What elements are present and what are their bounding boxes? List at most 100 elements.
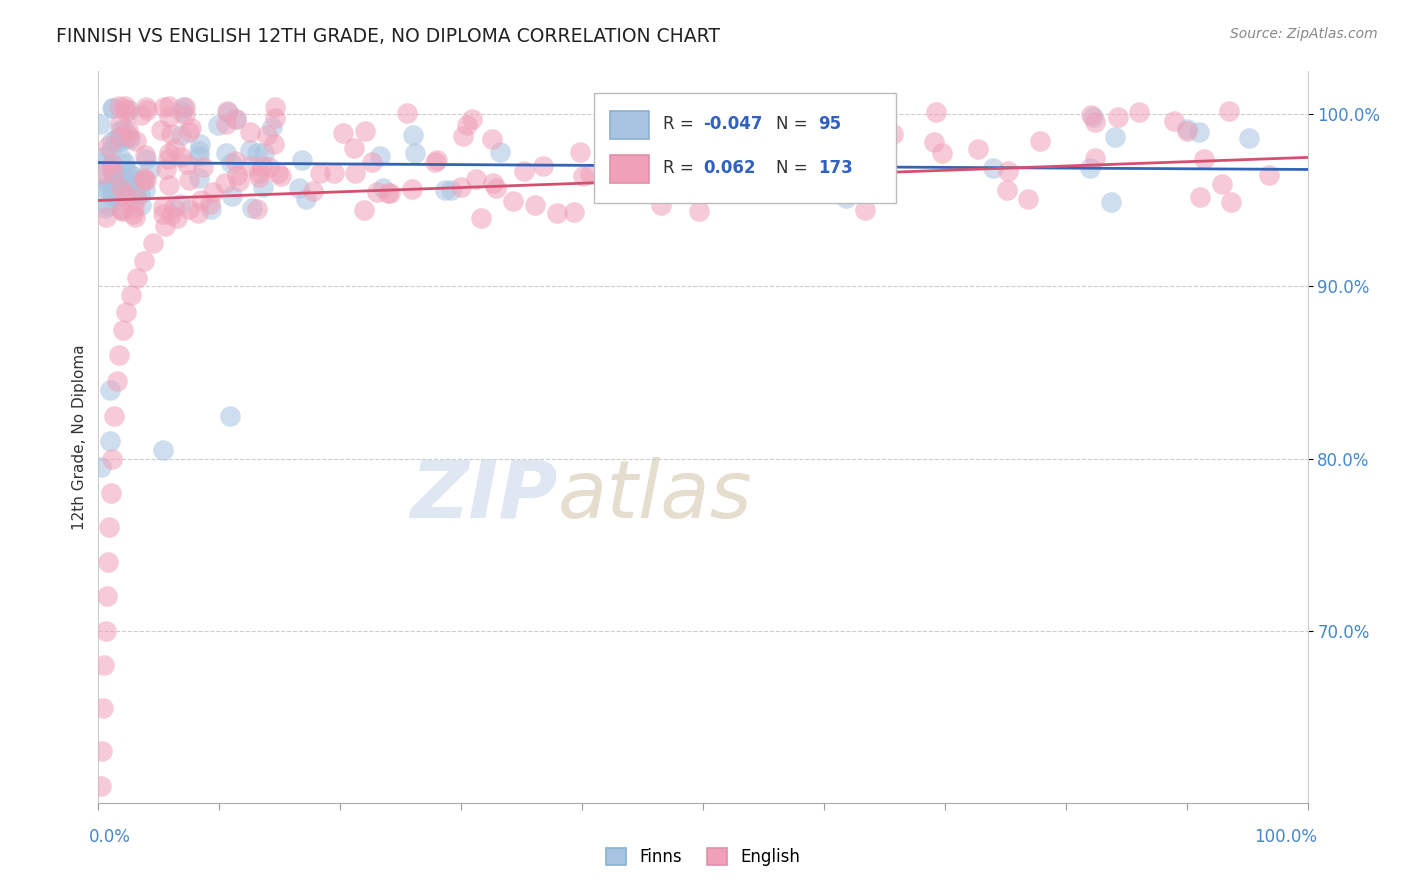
Point [217,105,239,120]
Point [263,136,285,151]
Point [1163,113,1185,128]
Point [160,208,183,222]
Point [263,111,285,125]
Point [200,202,222,216]
Point [108,135,131,149]
Point [100,184,122,198]
Point [425,155,447,169]
Point [596,117,619,131]
Point [401,182,423,196]
Point [433,183,456,197]
Text: N =: N = [776,159,813,177]
Point [1029,134,1052,148]
Point [219,155,242,169]
Text: R =: R = [664,115,699,133]
Point [371,180,394,194]
Point [108,99,131,113]
FancyBboxPatch shape [610,112,648,138]
Point [730,126,752,140]
Point [225,112,247,127]
Point [110,172,132,186]
Point [262,120,284,135]
Point [170,104,193,119]
Point [453,128,475,143]
Point [114,187,136,202]
Point [122,207,145,221]
Point [380,186,402,200]
Point [174,100,197,114]
Point [100,143,122,157]
Point [110,174,132,188]
Point [124,186,146,201]
Point [188,144,211,158]
Text: -0.047: -0.047 [703,115,762,133]
Point [118,167,141,181]
Point [114,103,136,117]
Point [108,348,131,362]
Point [104,189,127,203]
Point [157,99,180,113]
Point [129,186,152,201]
Point [111,173,134,187]
Point [100,162,122,177]
Point [562,205,585,219]
Point [120,132,142,146]
Point [246,202,269,217]
Point [122,202,145,216]
Point [1218,104,1240,119]
Point [103,101,125,115]
Point [1084,151,1107,165]
Point [882,128,904,142]
Point [1237,131,1260,145]
Point [94,624,117,638]
Point [104,132,127,146]
Point [94,180,117,194]
Point [439,183,461,197]
Point [115,163,138,178]
Point [170,150,193,164]
Point [100,486,122,500]
Text: N =: N = [776,115,813,133]
Point [404,146,426,161]
Point [228,174,250,188]
Point [215,117,238,131]
Point [159,127,181,141]
Point [845,174,868,188]
Point [1104,130,1126,145]
Point [98,434,121,449]
Point [190,194,212,208]
Point [188,136,211,151]
Point [187,206,209,220]
Point [127,271,149,285]
Point [513,164,536,178]
Point [368,148,391,162]
Point [252,180,274,194]
Point [322,166,344,180]
Point [125,134,148,148]
FancyBboxPatch shape [610,155,648,183]
Point [1084,115,1107,129]
Point [111,322,134,336]
Point [101,101,124,115]
Point [163,201,186,215]
Point [177,173,200,187]
Point [640,150,662,164]
Point [239,143,262,157]
Point [1211,177,1233,191]
Point [343,141,366,155]
Point [96,589,118,603]
Point [679,154,702,169]
Point [110,202,132,216]
Point [1220,195,1243,210]
Point [531,159,554,173]
Point [868,133,890,147]
Text: 100.0%: 100.0% [1254,828,1317,846]
Point [465,172,488,186]
Point [1187,126,1209,140]
Point [112,175,135,189]
Point [672,156,695,170]
Point [1107,110,1129,124]
Y-axis label: 12th Grade, No Diploma: 12th Grade, No Diploma [72,344,87,530]
Point [97,198,120,212]
Point [122,169,145,183]
